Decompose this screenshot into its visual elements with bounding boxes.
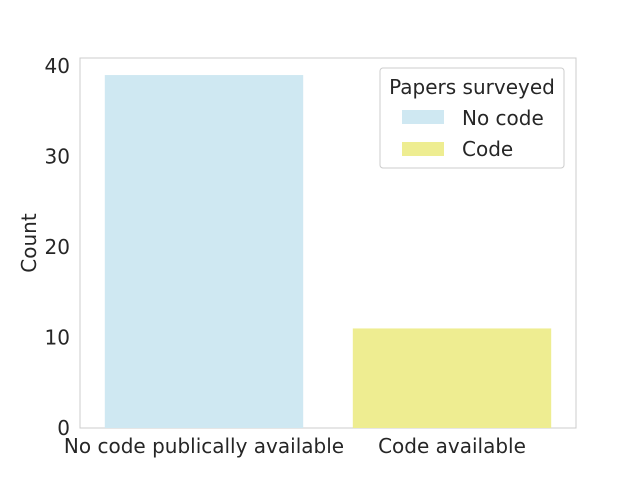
x-tick-label: Code available	[378, 434, 526, 458]
y-tick-label: 30	[45, 145, 70, 169]
bars-group	[104, 75, 552, 429]
bar	[104, 75, 304, 429]
x-tick-labels: No code publically available Code availab…	[64, 434, 526, 458]
y-tick-labels: 0 10 20 30 40	[45, 54, 70, 440]
bar	[352, 328, 552, 428]
x-tick-label: No code publically available	[64, 434, 344, 458]
legend-swatch-code	[402, 142, 444, 156]
legend: Papers surveyed No code Code	[379, 67, 565, 169]
y-axis-label: Count	[17, 213, 41, 273]
legend-label-code: Code	[462, 137, 513, 161]
y-tick-label: 0	[57, 416, 70, 440]
legend-title: Papers surveyed	[389, 75, 555, 99]
legend-label-no-code: No code	[462, 106, 544, 130]
y-tick-label: 20	[45, 235, 70, 259]
y-tick-label: 40	[45, 54, 70, 78]
legend-swatch-no-code	[402, 110, 444, 124]
y-tick-label: 10	[45, 326, 70, 350]
